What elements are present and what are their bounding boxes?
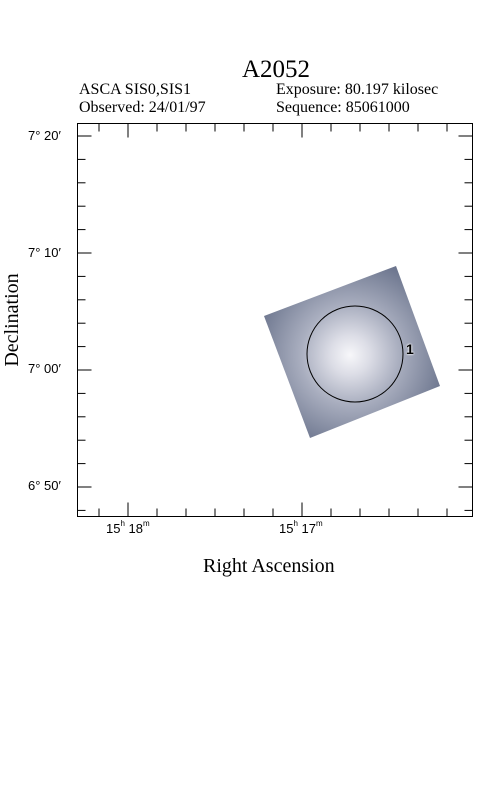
axis-ticks — [77, 123, 473, 517]
y-tick-label: 7° 10′ — [28, 245, 61, 260]
x-tick-hours: 15 — [279, 521, 294, 536]
y-tick-label: 7° 20′ — [28, 128, 61, 143]
sequence-label: Sequence: 85061000 — [276, 99, 410, 116]
instrument-label: ASCA SIS0,SIS1 — [79, 81, 192, 98]
exposure-label: Exposure: 80.197 kilosec — [276, 81, 439, 98]
plot-title: A2052 — [241, 56, 311, 83]
region-label: 1 — [406, 341, 414, 357]
y-tick-label: 6° 50′ — [28, 478, 61, 493]
x-tick-minutes: 17 — [301, 521, 317, 536]
x-tick-label: 15h 17m — [279, 519, 323, 536]
observed-date-label: Observed: 24/01/97 — [79, 99, 206, 116]
region-circle[interactable] — [306, 305, 404, 403]
y-axis-label: Declination — [1, 273, 23, 367]
x-axis-label: Right Ascension — [203, 555, 335, 577]
y-tick-label: 7° 00′ — [28, 361, 61, 376]
plot-frame — [77, 123, 473, 517]
xray-image-tile — [264, 266, 440, 438]
x-tick-hours: 15 — [106, 521, 121, 536]
x-tick-label: 15h 18m — [106, 519, 150, 536]
x-tick-minutes: 18 — [128, 521, 144, 536]
